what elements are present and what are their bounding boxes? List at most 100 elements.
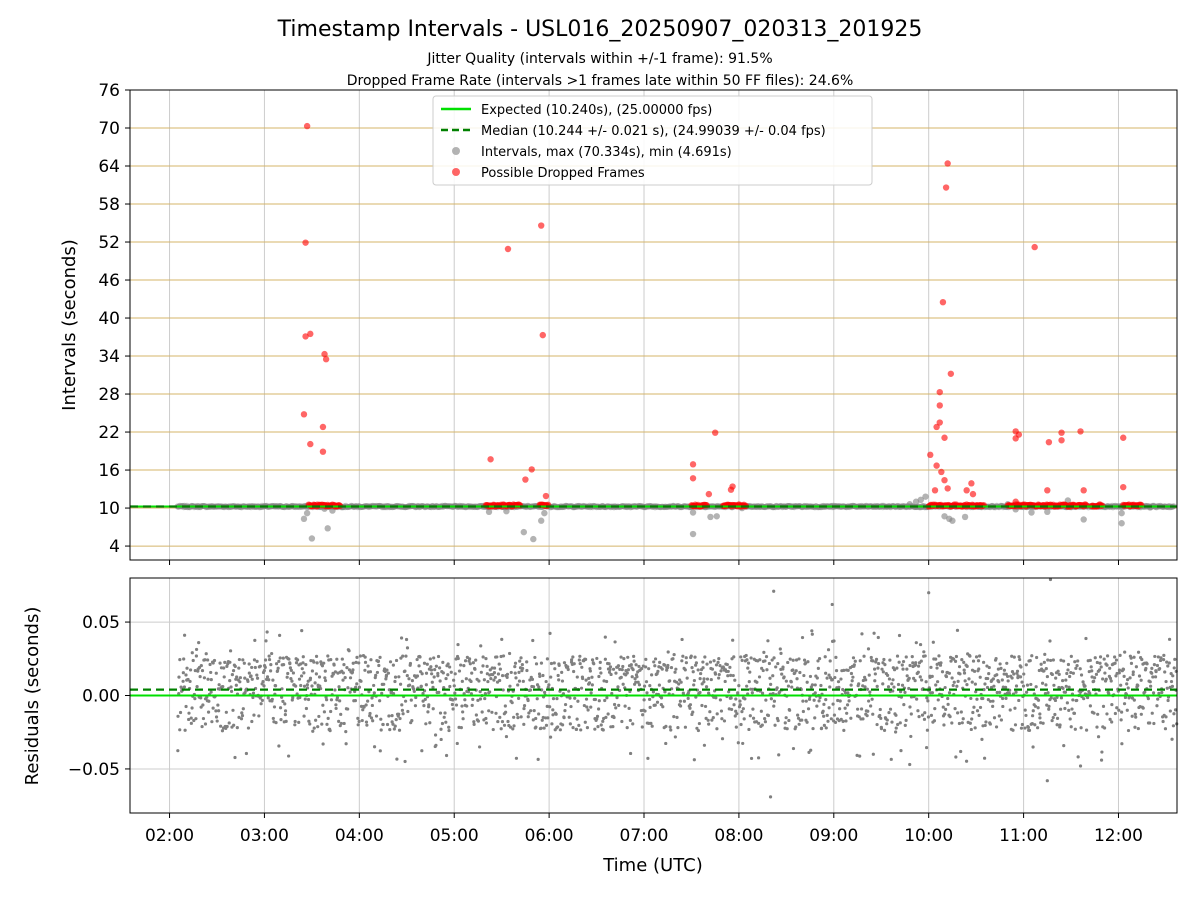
residual-point [176,749,180,753]
residual-point [354,660,358,665]
residual-point [730,707,734,712]
residual-point [1172,666,1176,670]
residual-point [206,658,210,662]
residual-point [794,658,799,662]
residual-point [452,678,456,682]
residual-point [949,659,953,663]
residual-point [252,658,257,662]
residual-point [1086,695,1090,700]
residual-point [900,663,904,667]
residual-point [845,703,850,707]
residual-point [334,706,338,711]
residual-point [1140,657,1144,662]
residual-point [363,655,367,659]
residual-point [1050,672,1054,677]
residual-point [775,686,779,690]
residual-point [688,703,693,707]
residual-point [977,667,981,671]
residual-point [1013,723,1018,727]
residual-point [378,699,382,703]
residual-point [1152,721,1156,726]
residual-point [271,678,275,682]
residual-point [300,667,304,671]
residual-point [781,665,785,669]
residual-point [320,664,325,668]
residual-point [551,708,555,712]
residual-point [901,667,905,671]
residual-point [946,696,950,701]
residual-point [1018,675,1023,679]
residual-point [201,716,206,721]
residual-point [1043,652,1047,656]
intervals-y-axis-label: Intervals (seconds) [59,239,80,411]
residual-point [885,722,889,726]
residual-point [953,659,958,663]
residual-point [372,745,377,749]
residual-point [672,652,676,657]
residual-point [808,674,813,679]
residual-point [453,672,457,676]
residual-point [385,722,390,727]
residual-point [883,663,887,667]
residual-point [384,677,388,681]
residual-point [281,699,285,704]
residual-point [520,666,525,671]
residual-point [849,671,854,676]
dropped-frame-point [1031,243,1038,251]
residual-point [406,709,410,714]
residual-point [267,678,271,682]
residual-point [801,709,805,714]
residual-point [1165,660,1169,664]
residual-point [315,661,319,665]
residual-point [822,723,826,728]
residuals-y-tick-label: 0.00 [82,687,120,707]
residual-point [894,730,898,734]
residual-point [694,661,699,665]
residual-point [1133,712,1137,716]
residual-point [378,655,382,659]
dropped-frame-point [307,440,314,448]
residual-point [482,678,486,682]
residual-point [1025,683,1030,687]
residual-point [368,670,373,674]
residual-point [190,706,194,710]
residual-point [504,710,508,714]
residual-point [282,663,286,667]
residual-point [1119,683,1123,687]
residual-point [760,723,764,727]
residual-point [442,715,446,719]
dropped-frame-point [542,492,550,500]
residual-point [212,658,217,663]
residual-point [331,672,335,676]
residual-point [1031,709,1035,713]
residual-point [468,662,472,666]
residual-point [926,715,931,719]
residual-point [459,663,463,667]
residual-point [832,639,836,643]
residual-point [977,713,981,718]
residual-point [1042,669,1046,673]
residual-point [1082,697,1086,701]
residual-point [703,704,708,709]
residual-point [450,702,454,707]
residual-point [388,660,393,664]
residual-point [325,698,329,702]
residual-point [429,668,434,672]
residual-point [947,671,952,675]
residual-point [623,704,627,708]
residual-point [339,721,343,726]
residual-point [410,719,414,723]
residual-point [217,683,221,687]
residual-point [531,685,536,689]
residual-point [1108,676,1113,680]
residual-point [540,718,544,722]
residual-point [1114,658,1119,662]
residual-point [448,684,452,689]
residual-point [463,698,467,702]
residual-point [760,691,765,695]
residual-point [520,663,524,667]
residual-point [1049,696,1053,700]
residual-point [496,672,501,676]
residual-point [586,708,590,712]
residual-point [403,669,407,673]
